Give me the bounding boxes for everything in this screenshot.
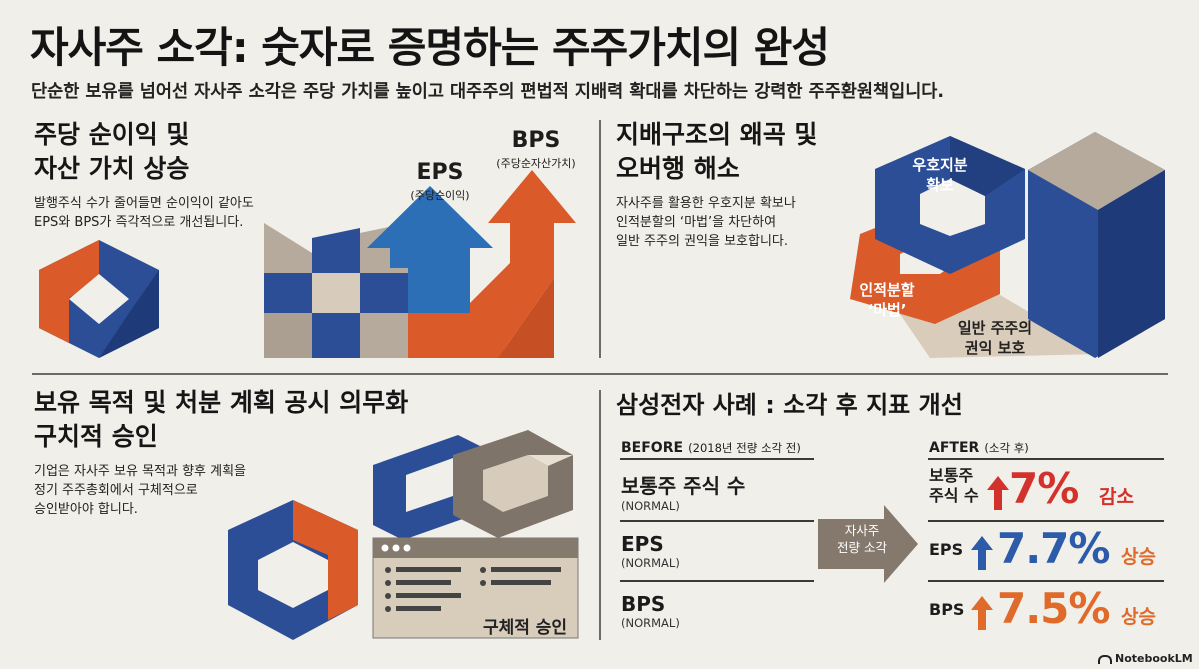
governance-graphic [850, 132, 1165, 358]
after-row-value: 7.5% [997, 584, 1110, 633]
before-divider-1 [620, 458, 814, 460]
section1-desc-line2: EPS와 BPS가 즉각적으로 개선됩니다. [34, 215, 244, 230]
section1-title-line2: 자산 가치 상승 [34, 154, 190, 183]
horizontal-divider [32, 373, 1168, 375]
bps-arrow-icon [408, 170, 576, 358]
section3-desc-line2: 정기 주주총회에서 구체적으로 [34, 483, 198, 498]
section-disclosure: 보유 목적 및 처분 계획 공시 의무화 구치적 승인 기업은 자사주 보유 목… [34, 386, 408, 519]
after-row-suffix: 상승 [1121, 606, 1156, 628]
after-header-sub: (소각 후) [984, 441, 1029, 455]
up-arrow-icon [971, 596, 993, 630]
after-row-value: 7.7% [997, 524, 1110, 573]
bps-sub-label: (주당순자산가치) [496, 157, 576, 170]
section3-title-line1: 보유 목적 및 처분 계획 공시 의무화 [34, 388, 409, 417]
up-arrow-icon [987, 476, 1009, 510]
after-row-shares: 보통주 주식 수 7% 감소 [929, 464, 1169, 516]
after-row-value: 7% [1009, 464, 1079, 513]
before-row-label: EPS [621, 532, 664, 556]
section2-title-line2: 오버행 해소 [616, 154, 740, 183]
before-row-bps: BPS (NORMAL) [621, 592, 680, 630]
before-row-label: BPS [621, 592, 666, 616]
hexagon-ring-icon [39, 240, 159, 358]
eps-sub-label: (주당순이익) [410, 189, 470, 202]
section2-desc-line3: 일반 주주의 권익을 보호합니다. [616, 234, 789, 249]
eps-label: EPS [416, 160, 464, 185]
after-row-label: 주식 수 [929, 486, 979, 505]
after-divider-2 [928, 520, 1164, 522]
after-row-suffix: 감소 [1099, 486, 1134, 508]
section3-desc-line3: 승인받아야 합니다. [34, 502, 138, 517]
after-divider-3 [928, 580, 1164, 582]
before-header-label: BEFORE [621, 440, 684, 456]
after-row-label: EPS [929, 540, 964, 559]
page-title: 자사주 소각: 숫자로 증명하는 주주가치의 완성 [30, 23, 830, 72]
section3-desc-line1: 기업은 자사주 보유 목적과 향후 계획을 [34, 464, 247, 479]
section2-desc-line2: 인적분할의 ‘마법’을 차단하여 [616, 215, 777, 230]
after-row-suffix: 상승 [1121, 546, 1156, 568]
shareholder-protect-label: 일반 주주의 권익 보호 [957, 319, 1033, 357]
transition-arrow-icon [818, 505, 918, 583]
vertical-divider-top [599, 120, 601, 358]
notebooklm-brand: NotebookLM [1098, 652, 1193, 665]
section-eps-bps: 주당 순이익 및 자산 가치 상승 발행주식 수가 줄어들면 순이익이 같아도 … [34, 118, 254, 232]
before-row-sub: (NORMAL) [621, 556, 680, 570]
before-divider-2 [620, 520, 814, 522]
before-row-sub: (NORMAL) [621, 616, 680, 630]
before-header-sub: (2018년 전량 소각 전) [688, 441, 801, 455]
after-divider-1 [928, 458, 1164, 460]
after-row-eps: EPS 7.7% 상승 [929, 524, 1169, 576]
after-header: AFTER (소각 후) [929, 437, 1029, 456]
before-row-shares: 보통주 주식 수 (NORMAL) [621, 470, 745, 513]
section1-title-line1: 주당 순이익 및 [34, 120, 190, 149]
split-magic-label: 인적분할 ‘마법’ [859, 281, 915, 319]
section2-desc-line1: 자사주를 활용한 우호지분 확보나 [616, 196, 796, 211]
notebooklm-logo-icon [1098, 654, 1112, 664]
section4-title: 삼성전자 사례 : 소각 후 지표 개선 [616, 391, 963, 419]
before-row-label: 보통주 주식 수 [621, 474, 746, 498]
section-governance: 지배구조의 왜곡 및 오버행 해소 자사주를 활용한 우호지분 확보나 인적분할… [616, 118, 817, 251]
document-approval-label: 구체적 승인 [482, 618, 568, 638]
friendly-stake-label: 우호지분 확보 [912, 156, 968, 194]
eps-bps-growth-graphic [264, 170, 576, 358]
after-row-bps: BPS 7.5% 상승 [929, 584, 1169, 636]
bps-label: BPS [511, 128, 561, 153]
before-row-eps: EPS (NORMAL) [621, 532, 680, 570]
up-arrow-icon [971, 536, 993, 570]
after-row-label: 보통주 [929, 466, 974, 485]
eps-arrow-icon [367, 186, 493, 313]
after-row-label: BPS [929, 600, 965, 619]
section1-desc-line1: 발행주식 수가 줄어들면 순이익이 같아도 [34, 196, 254, 211]
approval-graphic [228, 430, 579, 640]
transition-arrow-label: 자사주 전량 소각 [837, 523, 887, 555]
section2-title-line1: 지배구조의 왜곡 및 [616, 120, 818, 149]
vertical-divider-bottom [599, 390, 601, 640]
before-divider-3 [620, 580, 814, 582]
after-header-label: AFTER [929, 440, 980, 456]
page-subtitle: 단순한 보유를 넘어선 자사주 소각은 주당 가치를 높이고 대주주의 편법적 … [31, 82, 945, 102]
section3-title-line2: 구치적 승인 [34, 422, 158, 451]
before-header: BEFORE (2018년 전량 소각 전) [621, 437, 801, 456]
before-row-sub: (NORMAL) [621, 499, 680, 513]
